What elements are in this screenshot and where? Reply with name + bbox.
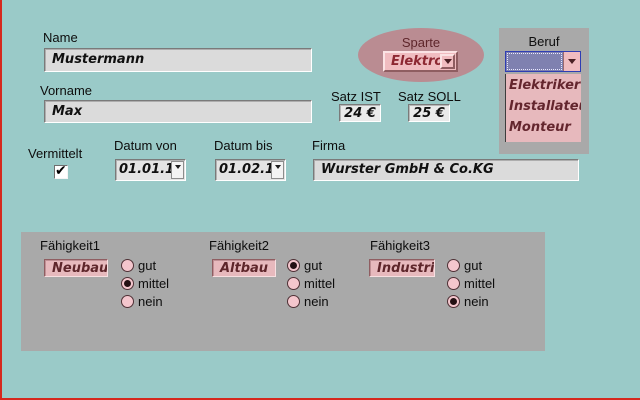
firma-label: Firma: [312, 138, 346, 153]
name-label: Name: [43, 30, 78, 45]
firma-input[interactable]: Wurster GmbH & Co.KG: [313, 159, 579, 181]
faehigkeit1-radio-mittel[interactable]: [121, 277, 134, 290]
radio-label[interactable]: mittel: [138, 276, 170, 291]
faehigkeiten-panel: Fähigkeit1 Neubau gut mittel nein Fähigk…: [21, 232, 545, 351]
radio-label[interactable]: nein: [464, 294, 489, 309]
faehigkeit2-input[interactable]: Altbau: [212, 259, 276, 277]
beruf-selected-area[interactable]: [506, 52, 563, 71]
sparte-dropdown[interactable]: Elektro: [383, 51, 458, 72]
satz-soll-label: Satz SOLL: [398, 89, 461, 104]
sparte-dropdown-button[interactable]: [440, 54, 455, 69]
beruf-combobox[interactable]: [505, 51, 581, 72]
radio-label[interactable]: nein: [138, 294, 163, 309]
name-input[interactable]: Mustermann: [44, 48, 312, 72]
chevron-down-icon: [568, 59, 576, 64]
datum-von-dropdown-button[interactable]: [171, 161, 184, 179]
datum-bis-dropdown-button[interactable]: [271, 161, 284, 179]
vermittelt-label: Vermittelt: [28, 146, 83, 161]
satz-soll-input[interactable]: 25 €: [408, 104, 450, 122]
faehigkeit3-label: Fähigkeit3: [370, 238, 430, 253]
datum-von-label: Datum von: [114, 138, 177, 153]
datum-bis-value: 01.02.10: [219, 162, 284, 177]
beruf-list-item[interactable]: Installateur: [509, 99, 581, 114]
faehigkeit2-label: Fähigkeit2: [209, 238, 269, 253]
datum-bis-dropdown[interactable]: 01.02.10: [215, 159, 286, 181]
datum-bis-label: Datum bis: [214, 138, 273, 153]
faehigkeit2-radio-mittel[interactable]: [287, 277, 300, 290]
radio-label[interactable]: nein: [304, 294, 329, 309]
faehigkeit2-radio-nein[interactable]: [287, 295, 300, 308]
faehigkeit3-input[interactable]: Industrie: [369, 259, 435, 277]
chevron-down-icon: [174, 165, 181, 169]
faehigkeit2-radio-gut[interactable]: [287, 259, 300, 272]
beruf-list-item[interactable]: Elektriker: [509, 78, 581, 93]
chevron-down-icon: [443, 59, 452, 64]
faehigkeit3-radio-mittel[interactable]: [447, 277, 460, 290]
vorname-label: Vorname: [40, 83, 93, 98]
faehigkeit3-radio-gut[interactable]: [447, 259, 460, 272]
radio-label[interactable]: mittel: [304, 276, 336, 291]
vermittelt-checkbox[interactable]: ✔: [54, 162, 68, 179]
faehigkeit3-radio-nein[interactable]: [447, 295, 460, 308]
faehigkeit1-radio-gut[interactable]: [121, 259, 134, 272]
check-icon: ✔: [55, 162, 67, 178]
radio-label[interactable]: gut: [138, 258, 157, 273]
chevron-down-icon: [274, 165, 281, 169]
sparte-value: Elektro: [391, 54, 444, 69]
beruf-panel: Beruf Elektriker Installateur Monteur: [499, 28, 589, 154]
beruf-list-item[interactable]: Monteur: [509, 120, 571, 135]
faehigkeit1-input[interactable]: Neubau: [44, 259, 108, 277]
vorname-input[interactable]: Max: [44, 100, 312, 123]
faehigkeit1-radio-nein[interactable]: [121, 295, 134, 308]
datum-von-value: 01.01.10: [119, 162, 184, 177]
satz-ist-label: Satz IST: [331, 89, 381, 104]
beruf-label: Beruf: [528, 34, 560, 49]
radio-label[interactable]: gut: [464, 258, 483, 273]
datum-von-dropdown[interactable]: 01.01.10: [115, 159, 186, 181]
faehigkeit1-label: Fähigkeit1: [40, 238, 100, 253]
radio-label[interactable]: mittel: [464, 276, 496, 291]
satz-ist-input[interactable]: 24 €: [339, 104, 381, 122]
beruf-dropdown-button[interactable]: [563, 52, 580, 71]
radio-label[interactable]: gut: [304, 258, 323, 273]
sparte-label: Sparte: [401, 35, 441, 50]
beruf-list: Elektriker Installateur Monteur: [505, 74, 581, 142]
